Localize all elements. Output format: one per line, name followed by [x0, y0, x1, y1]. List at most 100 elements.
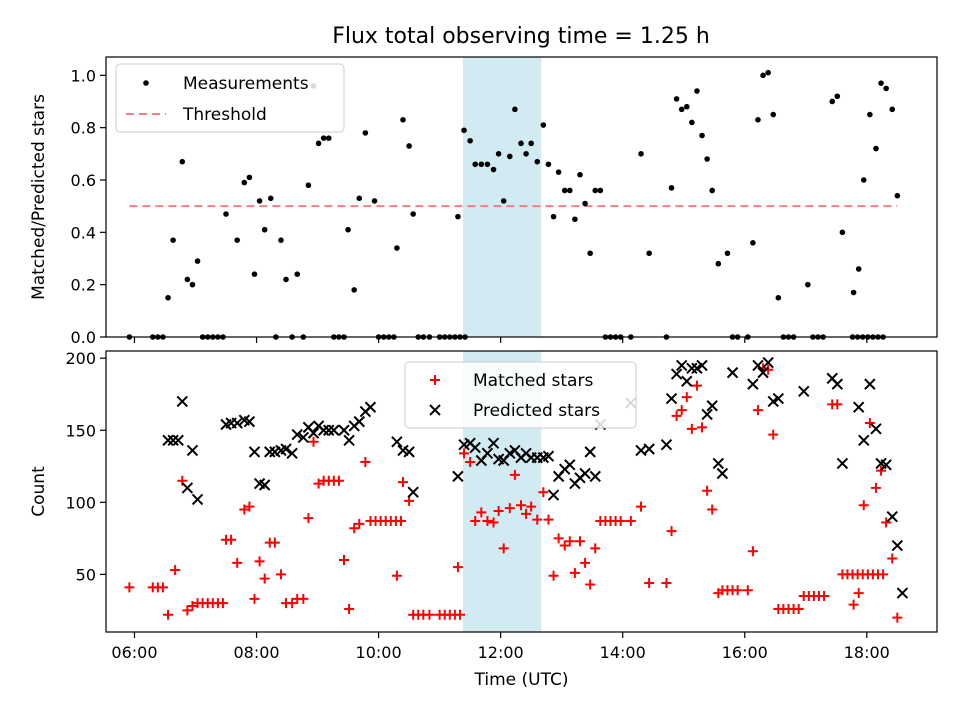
bottom-y-axis-label: Count [29, 466, 49, 517]
measurement-point [179, 159, 185, 165]
measurement-point [755, 117, 761, 123]
bottom-x-tick-label: 06:00 [111, 643, 157, 662]
measurement-point [562, 188, 568, 194]
measurement-point [234, 237, 240, 243]
measurement-point [582, 201, 588, 207]
measurement-point [567, 188, 573, 194]
measurement-point [699, 133, 705, 139]
measurement-point [496, 151, 502, 157]
measurement-point [523, 151, 529, 157]
legend-measurements-marker [143, 80, 149, 86]
measurement-point [363, 130, 369, 136]
measurement-point [765, 70, 771, 76]
top-highlight-span [463, 57, 541, 337]
measurement-point [316, 141, 322, 147]
measurement-point [895, 193, 901, 199]
measurement-point [669, 185, 675, 191]
measurement-point [829, 99, 835, 105]
top-y-tick-label: 0.8 [71, 119, 96, 138]
measurement-point [507, 154, 513, 160]
measurement-point [873, 146, 879, 152]
measurement-point [592, 188, 598, 194]
top-y-tick-label: 0.2 [71, 276, 96, 295]
measurement-point [501, 198, 507, 204]
measurement-point [851, 290, 857, 296]
measurement-point [889, 107, 895, 113]
top-y-tick-label: 1.0 [71, 66, 96, 85]
measurement-point [372, 198, 378, 204]
measurement-point [716, 261, 722, 267]
measurement-point [170, 237, 176, 243]
measurement-point [400, 117, 406, 123]
measurement-point [587, 250, 593, 256]
measurement-point [572, 216, 578, 222]
measurement-point [394, 245, 400, 251]
measurement-point [679, 107, 685, 113]
legend-matched-label: Matched stars [473, 371, 593, 391]
measurement-point [351, 287, 357, 293]
measurement-point [455, 214, 461, 220]
measurement-point [546, 161, 552, 167]
bottom-y-tick-label: 100 [65, 493, 96, 512]
measurement-point [750, 240, 756, 246]
measurement-point [268, 196, 274, 202]
measurement-point [223, 211, 229, 217]
chart-figure: Flux total observing time = 1.25 h 0.0 0.… [0, 0, 960, 720]
top-y-tick-label: 0.6 [71, 171, 96, 190]
bottom-x-tick-label: 14:00 [600, 643, 646, 662]
bottom-x-axis-label: Time (UTC) [474, 670, 569, 690]
measurement-point [165, 295, 171, 301]
measurement-point [835, 93, 841, 99]
top-y-axis-label: Matched/Predicted stars [29, 94, 49, 300]
measurement-point [674, 96, 680, 102]
measurement-point [512, 107, 518, 113]
measurement-point [598, 188, 604, 194]
legend-threshold-label: Threshold [182, 105, 267, 125]
measurement-point [185, 277, 191, 283]
bottom-x-tick-label: 08:00 [233, 643, 279, 662]
measurement-point [518, 141, 524, 147]
measurement-point [867, 112, 873, 118]
measurement-point [345, 227, 351, 233]
measurement-point [252, 271, 258, 277]
measurement-point [770, 112, 776, 118]
measurement-point [776, 295, 782, 301]
measurement-point [805, 282, 811, 288]
measurement-point [321, 135, 327, 141]
measurement-point [883, 86, 889, 92]
legend-measurements-label: Measurements [183, 74, 309, 94]
bottom-x-tick-label: 10:00 [356, 643, 402, 662]
measurement-point [410, 211, 416, 217]
bottom-y-tick-label: 200 [65, 349, 96, 368]
measurement-point [689, 120, 695, 126]
bottom-x-tick-label: 16:00 [722, 643, 768, 662]
top-y-tick-label: 0.0 [71, 328, 96, 347]
measurement-point [878, 80, 884, 86]
chart-title: Flux total observing time = 1.25 h [332, 24, 710, 49]
measurement-point [190, 282, 196, 288]
measurement-point [704, 156, 710, 162]
measurement-point [257, 198, 263, 204]
measurement-point [242, 180, 248, 186]
measurement-point [262, 227, 268, 233]
measurement-point [709, 188, 715, 194]
legend-predicted-label: Predicted stars [473, 401, 600, 421]
measurement-point [861, 177, 867, 183]
measurement-point [306, 182, 312, 188]
top-y-tick-label: 0.4 [71, 223, 96, 242]
measurement-point [247, 175, 253, 181]
measurement-point [534, 159, 540, 165]
measurement-point [485, 161, 491, 167]
measurement-point [638, 151, 644, 157]
measurement-point [472, 161, 478, 167]
measurement-point [577, 172, 583, 178]
measurement-point [467, 138, 473, 144]
measurement-point [326, 135, 332, 141]
bottom-x-tick-label: 18:00 [844, 643, 890, 662]
measurement-point [694, 88, 700, 94]
measurement-point [283, 277, 289, 283]
measurement-point [840, 230, 846, 236]
bottom-y-tick-label: 50 [76, 565, 96, 584]
measurement-point [760, 73, 766, 79]
measurement-point [646, 250, 652, 256]
